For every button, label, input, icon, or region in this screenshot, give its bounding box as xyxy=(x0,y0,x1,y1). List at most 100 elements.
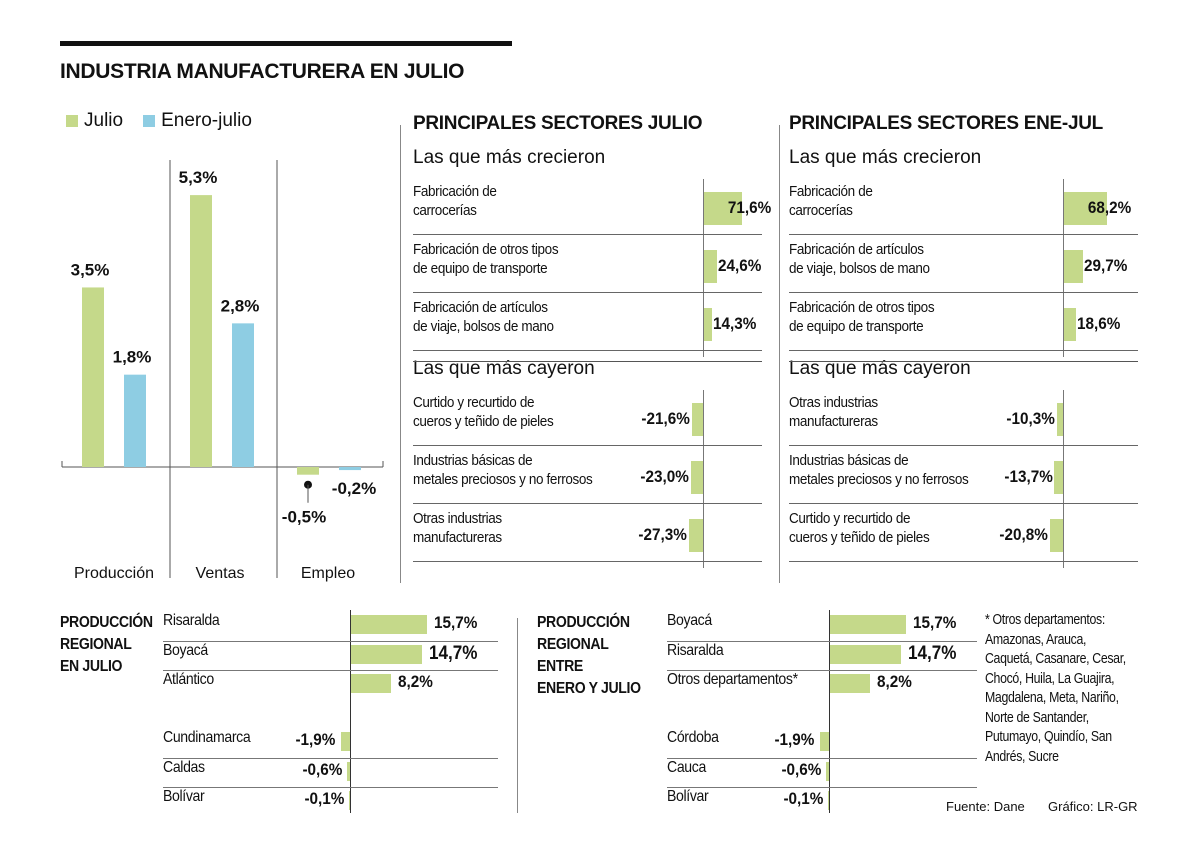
section-title: PRINCIPALES SECTORES JULIO xyxy=(413,113,703,134)
row-label: Fabricación de otros tipos de equipo de t… xyxy=(789,298,935,336)
region-label: Risaralda xyxy=(163,612,220,629)
bar-negative xyxy=(347,761,350,781)
region-label: Cundinamarca xyxy=(163,729,251,746)
page-title: INDUSTRIA MANUFACTURERA EN JULIO xyxy=(60,60,465,83)
value-label: 18,6% xyxy=(1076,314,1121,333)
row-divider xyxy=(413,234,762,235)
row-divider xyxy=(413,445,762,446)
section-title: PRINCIPALES SECTORES ENE-JUL xyxy=(789,113,1103,134)
row-label-line: Industrias básicas de xyxy=(789,452,909,469)
region-label: Risaralda xyxy=(667,641,724,659)
value-label: 8,2% xyxy=(876,672,912,691)
region-label: Bolívar xyxy=(667,788,709,805)
regional-title-line: PRODUCCIÓN xyxy=(537,614,630,631)
row-label-line: Fabricación de artículos xyxy=(413,299,548,316)
row-label-line: cueros y teñido de pieles xyxy=(413,413,554,430)
bar-julio-0 xyxy=(82,287,104,467)
row-label-line: de viaje, bolsos de mano xyxy=(413,318,554,335)
value-label: -13,7% xyxy=(1003,467,1053,486)
bar-positive xyxy=(830,615,907,634)
legend: Julio Enero-julio xyxy=(66,110,252,132)
row-divider xyxy=(789,503,1138,504)
value-label: 71,6% xyxy=(727,198,771,217)
bar-positive xyxy=(830,644,902,664)
row-divider xyxy=(163,670,498,671)
bar-negative xyxy=(691,403,703,436)
footnote-line: Caquetá, Casanare, Cesar, xyxy=(985,651,1126,667)
row-divider xyxy=(789,292,1138,293)
value-label: -10,3% xyxy=(1006,409,1055,428)
row-label-line: de viaje, bolsos de mano xyxy=(789,260,930,277)
legend-item-julio: Julio xyxy=(66,110,123,132)
footnote: * Otros departamentos: Amazonas, Arauca, C… xyxy=(985,611,1126,767)
row-label: Fabricación de artículos de viaje, bolsos… xyxy=(789,240,930,278)
row-label: Industrias básicas de metales preciosos y… xyxy=(413,451,593,489)
bar-positive xyxy=(351,644,423,664)
value-label: 15,7% xyxy=(434,613,478,632)
row-label-line: metales preciosos y no ferrosos xyxy=(789,471,969,488)
zero-axis xyxy=(1063,179,1064,357)
regional-title-line: REGIONAL xyxy=(60,636,132,653)
value-label: -20,8% xyxy=(999,525,1048,544)
row-label-line: Fabricación de otros tipos xyxy=(413,241,559,258)
bar-julio-1 xyxy=(190,195,212,468)
row-label-line: de equipo de transporte xyxy=(413,260,548,277)
footnote-line: Andrés, Sucre xyxy=(985,748,1059,765)
row-label-line: cueros y teñido de pieles xyxy=(789,529,930,546)
row-divider xyxy=(789,561,1138,562)
region-label: Otros departamentos* xyxy=(667,671,798,688)
region-label: Boyacá xyxy=(163,641,208,659)
bar-negative xyxy=(688,519,703,552)
region-label: Bolívar xyxy=(163,788,205,805)
zero-axis xyxy=(829,610,830,813)
bar-positive xyxy=(704,192,742,225)
category-label: Producción xyxy=(74,565,154,582)
row-divider xyxy=(413,561,762,562)
row-divider xyxy=(667,787,977,788)
bar-positive xyxy=(704,250,718,283)
value-label: 14,7% xyxy=(908,642,957,664)
bar-negative xyxy=(826,761,829,781)
regional-title-line: REGIONAL xyxy=(537,636,609,653)
zero-axis xyxy=(1063,390,1064,568)
row-label: Otras industrias manufactureras xyxy=(789,393,878,431)
data-label: 1,8% xyxy=(113,348,152,367)
footnote-line: Amazonas, Arauca, xyxy=(985,631,1087,648)
subsection-title: Las que más crecieron xyxy=(413,147,606,168)
row-label-line: Industrias básicas de xyxy=(413,452,533,469)
region-label: Boyacá xyxy=(667,612,712,629)
category-label: Empleo xyxy=(301,565,355,582)
row-divider xyxy=(163,757,498,759)
data-label: -0,2% xyxy=(332,479,376,498)
row-label: Otras industrias manufactureras xyxy=(413,509,502,547)
data-label: -0,5% xyxy=(282,508,326,527)
regional-title: PRODUCCIÓN REGIONAL EN JULIO xyxy=(60,612,153,678)
footnote-line: Putumayo, Quindío, San xyxy=(985,729,1112,745)
row-label-line: Curtido y recurtido de xyxy=(413,394,535,411)
value-label: 24,6% xyxy=(718,256,762,275)
footnote-line: Norte de Santander, xyxy=(985,709,1089,726)
value-label: -0,6% xyxy=(302,759,343,779)
footnote-line: Magdalena, Meta, Nariño, xyxy=(985,690,1119,706)
value-label: -1,9% xyxy=(295,730,336,749)
value-label: 29,7% xyxy=(1083,256,1128,275)
row-label-line: manufactureras xyxy=(789,413,878,430)
legend-label: Enero-julio xyxy=(161,110,252,131)
subsection-title: Las que más cayeron xyxy=(789,358,971,379)
zero-axis xyxy=(703,390,704,568)
data-label: 2,8% xyxy=(221,296,260,315)
bar-negative xyxy=(828,791,829,810)
row-divider xyxy=(413,361,762,362)
row-label: Curtido y recurtido de cueros y teñido de… xyxy=(789,509,930,547)
legend-item-enero-julio: Enero-julio xyxy=(143,110,252,132)
region-label: Cauca xyxy=(667,758,706,776)
row-label-line: manufactureras xyxy=(413,529,502,546)
value-label: 68,2% xyxy=(1087,198,1131,217)
bar-negative xyxy=(349,791,350,810)
legend-label: Julio xyxy=(84,110,124,131)
region-label: Caldas xyxy=(163,758,205,776)
region-label: Atlántico xyxy=(163,671,214,688)
value-label: -0,1% xyxy=(304,789,344,808)
region-label: Córdoba xyxy=(667,729,719,746)
value-label: -0,1% xyxy=(783,789,823,808)
